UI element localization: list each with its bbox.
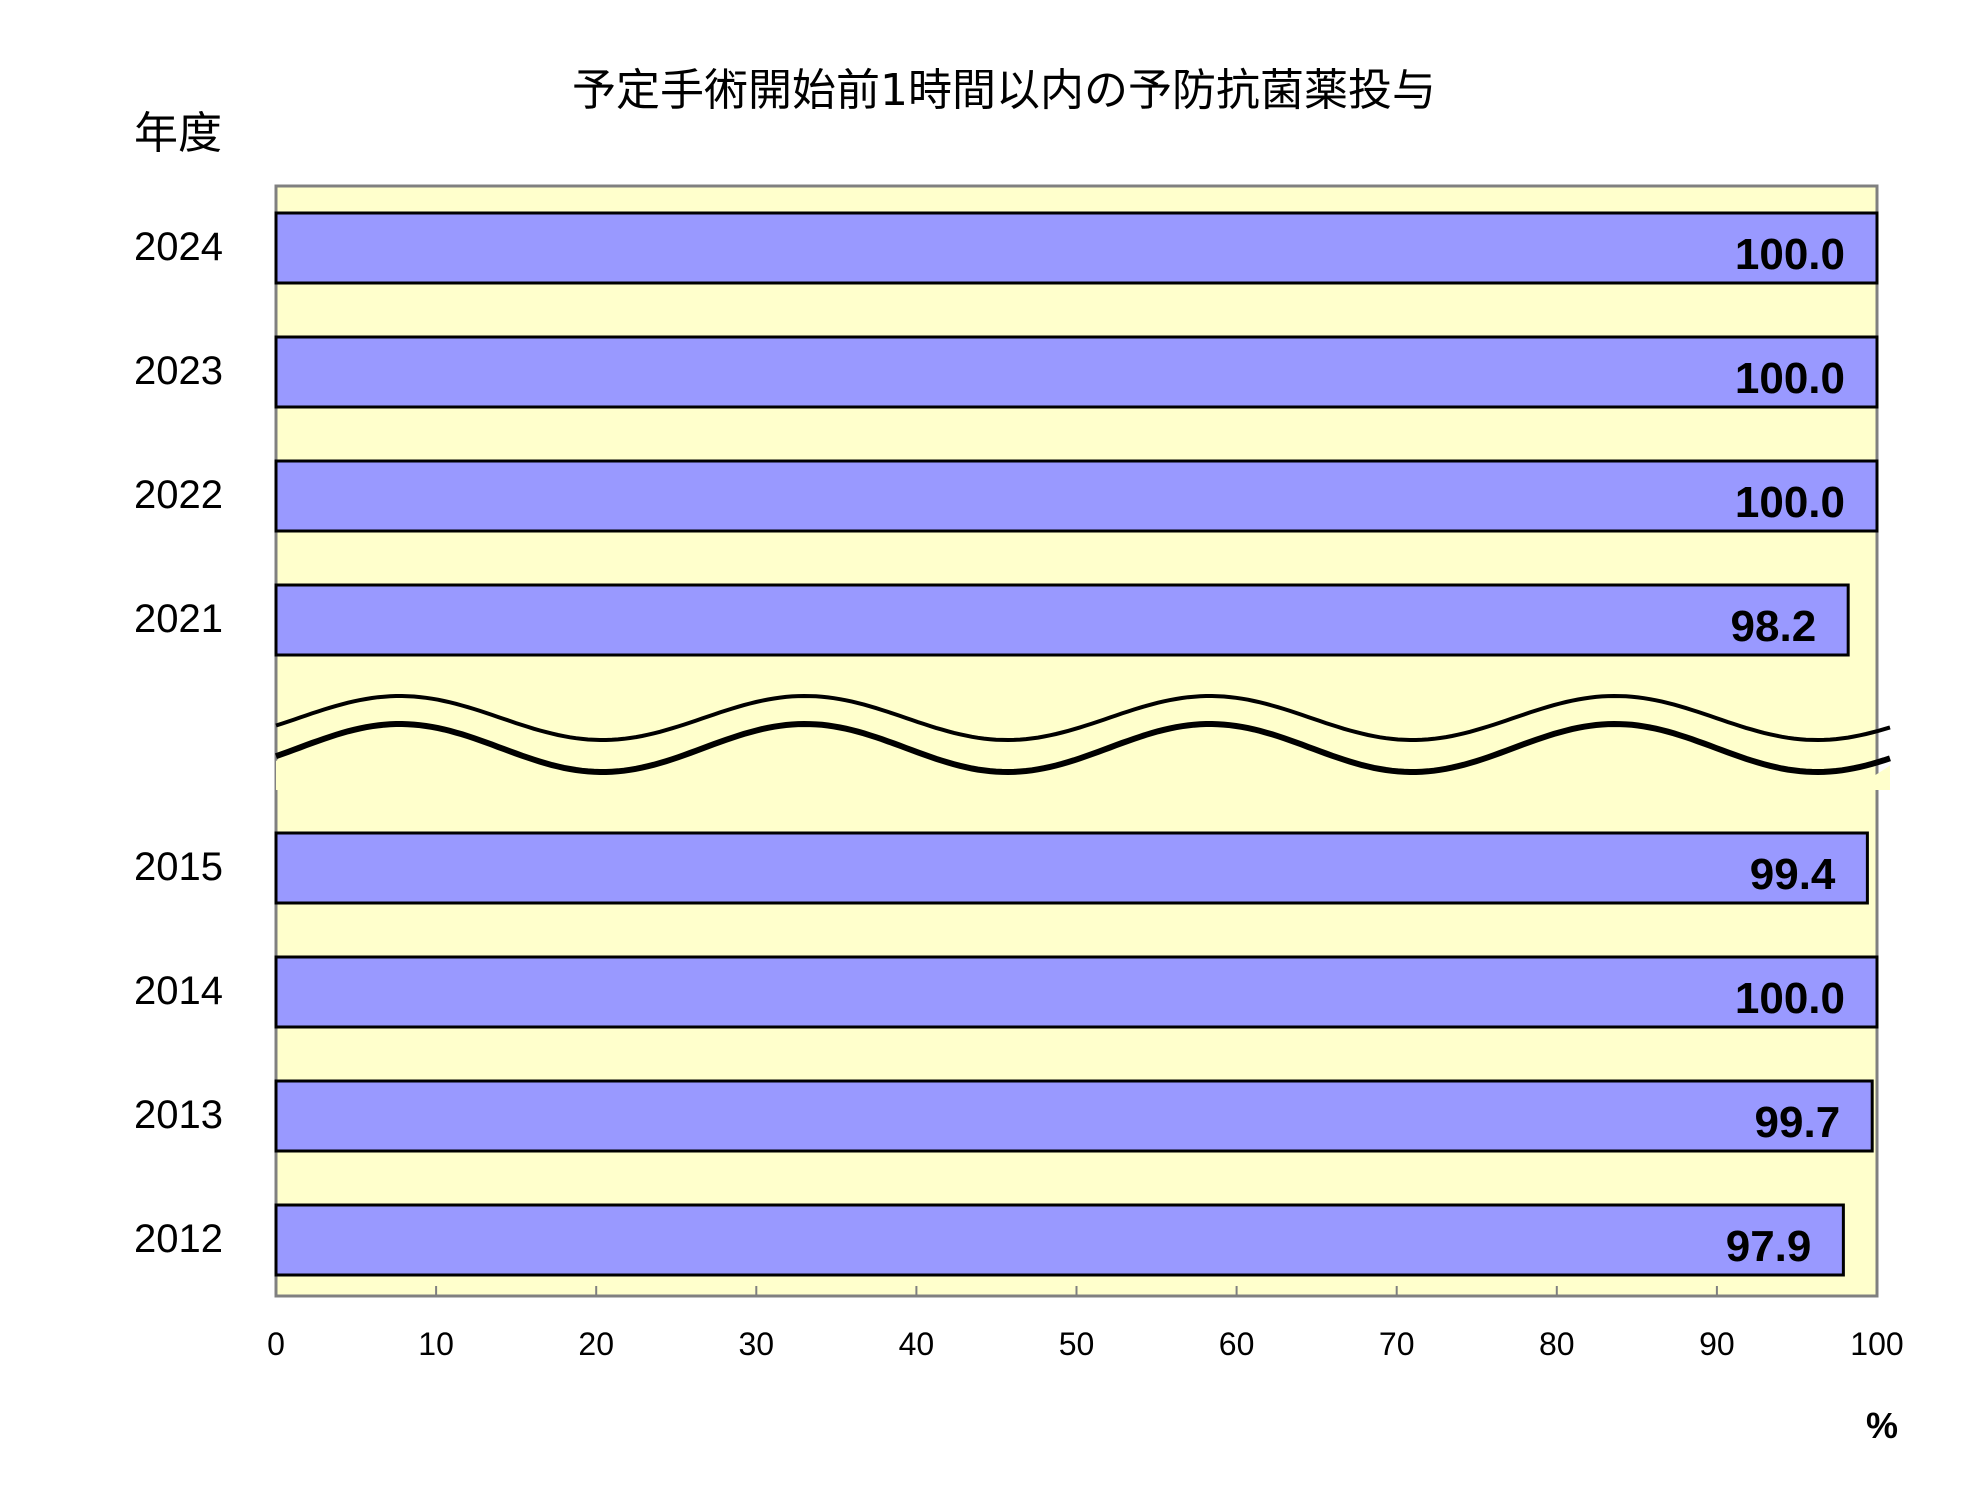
x-tick-label-80: 80 — [1539, 1326, 1575, 1362]
cat-2021: 2021 — [134, 597, 223, 641]
cat-2023: 2023 — [134, 349, 223, 393]
x-tick-label-100: 100 — [1850, 1326, 1903, 1362]
value-label-2021: 98.2 — [1731, 602, 1817, 651]
x-axis: 0 10 20 30 40 50 60 70 80 90 100 — [267, 1286, 1904, 1362]
cat-2012: 2012 — [134, 1217, 223, 1261]
x-axis-unit: % — [1866, 1405, 1898, 1446]
x-tick-label-0: 0 — [267, 1326, 285, 1362]
value-label-2024: 100.0 — [1735, 230, 1845, 279]
bar-2012 — [274, 1203, 1845, 1277]
cat-2024: 2024 — [134, 225, 223, 269]
break-line-upper — [275, 693, 1891, 743]
x-tick-label-20: 20 — [578, 1326, 614, 1362]
cat-2013: 2013 — [134, 1093, 223, 1137]
cat-2014: 2014 — [134, 969, 223, 1013]
x-tick-label-40: 40 — [899, 1326, 935, 1362]
bar-2021 — [274, 583, 1850, 657]
chart-title: 予定手術開始前1時間以内の予防抗菌薬投与 — [572, 65, 1436, 116]
break-fill — [276, 694, 1890, 794]
y-axis-label: 年度 — [134, 108, 222, 159]
value-label-2014: 100.0 — [1735, 974, 1845, 1023]
value-label-2013: 99.7 — [1755, 1098, 1841, 1147]
bar-2022 — [274, 459, 1879, 533]
x-tick-label-70: 70 — [1379, 1326, 1415, 1362]
bar-2023 — [274, 335, 1879, 409]
value-label-2012: 97.9 — [1726, 1222, 1812, 1271]
bar-2013 — [274, 1079, 1874, 1153]
bars-group: 100.0 2024 100.0 2023 100.0 2022 98.2 2021 99.4 2… — [134, 211, 1879, 1277]
x-tick-label-60: 60 — [1219, 1326, 1255, 1362]
value-label-2023: 100.0 — [1735, 354, 1845, 403]
break-line-lower — [275, 720, 1891, 776]
cat-2015: 2015 — [134, 845, 223, 889]
axis-break — [275, 693, 1891, 794]
value-label-2015: 99.4 — [1750, 850, 1836, 899]
bar-2015 — [274, 831, 1869, 905]
cat-2022: 2022 — [134, 473, 223, 517]
x-tick-label-10: 10 — [418, 1326, 454, 1362]
bar-2014 — [274, 955, 1879, 1029]
value-label-2022: 100.0 — [1735, 478, 1845, 527]
x-tick-label-30: 30 — [739, 1326, 775, 1362]
x-tick-label-90: 90 — [1699, 1326, 1735, 1362]
bar-2024 — [274, 211, 1879, 285]
x-tick-label-50: 50 — [1059, 1326, 1095, 1362]
